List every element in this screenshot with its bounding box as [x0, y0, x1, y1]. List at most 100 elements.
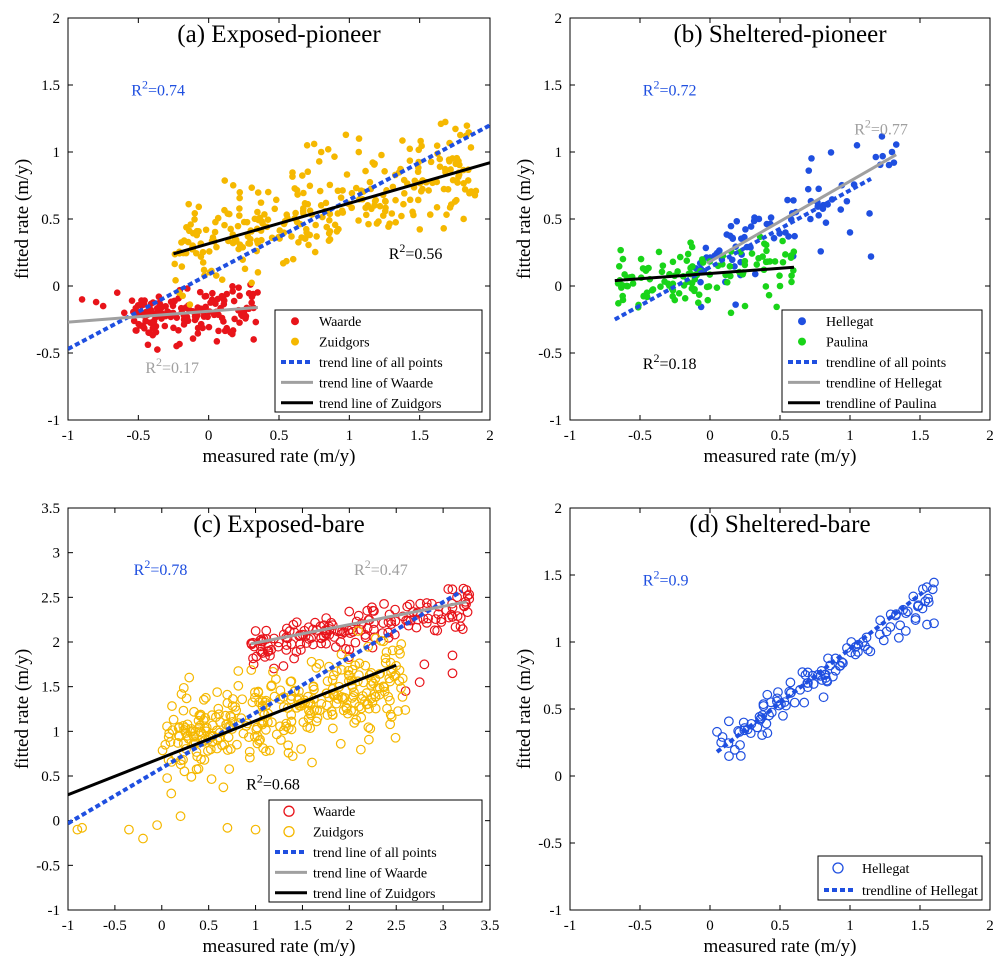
data-point: [788, 272, 795, 279]
data-point: [862, 644, 873, 655]
data-point: [447, 612, 458, 622]
data-point: [339, 692, 350, 703]
legend-label: Zuidgors: [313, 826, 364, 841]
data-point: [778, 710, 788, 721]
data-point: [765, 291, 773, 299]
data-point: [202, 303, 209, 311]
data-point: [755, 254, 762, 262]
data-point: [362, 623, 373, 634]
data-point: [339, 627, 349, 638]
data-point: [382, 198, 389, 205]
x-tick-label: 0.5: [771, 918, 790, 934]
data-point: [866, 210, 873, 217]
data-point: [311, 248, 319, 256]
data-point: [455, 612, 466, 623]
data-point: [658, 268, 666, 276]
data-point: [390, 604, 401, 615]
data-point: [213, 243, 220, 251]
data-point: [196, 288, 204, 296]
data-point: [747, 223, 755, 230]
data-point: [173, 342, 180, 350]
data-point: [176, 689, 187, 699]
y-tick-label: 3: [53, 546, 61, 562]
data-point: [300, 189, 307, 197]
legend-marker: [832, 862, 844, 874]
data-point: [206, 248, 213, 255]
data-point: [288, 233, 295, 240]
data-point: [213, 338, 221, 345]
data-point: [913, 600, 924, 611]
data-point: [355, 148, 363, 156]
x-axis-label: measured rate (m/y): [203, 936, 356, 957]
data-point: [353, 610, 364, 621]
data-point: [170, 324, 177, 332]
data-point: [294, 191, 301, 198]
data-point: [195, 228, 202, 235]
data-point: [230, 297, 238, 305]
legend: Waarde Zuidgors trend line of all points tr…: [274, 309, 483, 413]
legend-label: trendline of Hellegat: [826, 376, 942, 391]
y-axis-label: fitted rate (m/y): [12, 159, 33, 279]
data-point: [195, 720, 205, 731]
x-axis-label: measured rate (m/y): [704, 446, 857, 467]
data-point: [236, 212, 243, 219]
data-point: [461, 186, 469, 193]
legend-label: trendline of Paulina: [826, 397, 937, 412]
data-point: [197, 253, 205, 261]
data-point: [902, 606, 913, 617]
trend-line: [715, 590, 925, 754]
y-tick-label: 2: [53, 11, 61, 27]
y-tick-label: 0.5: [543, 702, 562, 718]
data-point: [341, 702, 352, 713]
legend-label: trendline of Hellegat: [862, 884, 978, 899]
data-point: [162, 773, 173, 784]
data-point: [349, 687, 359, 698]
y-tick-label: 2.5: [41, 590, 60, 606]
plot-frame: [569, 507, 991, 911]
data-point: [342, 131, 350, 139]
legend: Hellegat trendline of Hellegat: [817, 855, 983, 901]
data-point: [221, 177, 229, 184]
data-point: [379, 598, 389, 609]
data-point: [370, 691, 381, 702]
data-point: [132, 304, 140, 312]
data-point: [923, 593, 934, 604]
data-point: [729, 744, 740, 755]
data-point: [313, 233, 320, 240]
data-point: [447, 584, 458, 595]
x-tick-label: 0: [158, 918, 166, 934]
data-point: [168, 714, 179, 725]
data-point: [258, 743, 269, 754]
data-point: [790, 197, 797, 204]
data-point: [240, 218, 248, 226]
data-point: [878, 635, 889, 646]
data-point: [878, 133, 886, 140]
panel-title: (d) Sheltered-bare: [689, 511, 870, 538]
data-point: [421, 617, 432, 628]
data-point: [763, 247, 770, 255]
data-point: [247, 697, 258, 708]
y-tick-label: 1.5: [41, 78, 60, 94]
data-point: [815, 185, 822, 193]
data-point: [287, 751, 298, 762]
r-squared-label: R2=0.17: [145, 355, 199, 377]
x-tick-label: 1.5: [293, 918, 312, 934]
data-point: [311, 716, 322, 727]
data-point: [460, 215, 467, 223]
data-point: [704, 296, 712, 304]
data-point: [139, 322, 146, 330]
data-point: [334, 187, 342, 195]
data-point: [224, 764, 235, 774]
data-point: [165, 737, 176, 747]
y-tick-label: -1: [550, 903, 563, 919]
data-point: [808, 679, 819, 689]
data-point: [929, 577, 939, 588]
data-point: [220, 710, 231, 721]
data-point: [362, 605, 373, 616]
data-point: [150, 318, 158, 326]
data-point: [895, 620, 906, 631]
data-point: [178, 263, 186, 270]
data-point: [209, 289, 216, 297]
data-point: [900, 625, 911, 636]
data-point: [723, 716, 734, 727]
